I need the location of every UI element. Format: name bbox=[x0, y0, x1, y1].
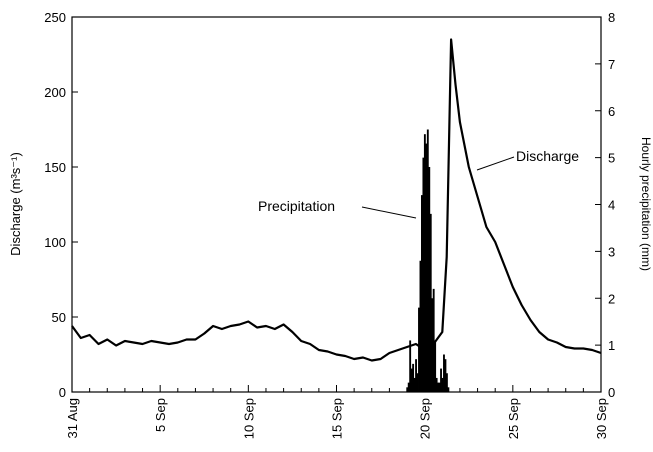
precipitation-bar bbox=[445, 373, 448, 392]
x-tick-label: 30 Sep bbox=[594, 398, 609, 439]
precipitation-bar bbox=[447, 387, 450, 392]
precipitation-bar bbox=[422, 157, 425, 392]
y-tick-label: 50 bbox=[52, 310, 66, 325]
precipitation-bar bbox=[413, 377, 416, 392]
plot-frame bbox=[71, 16, 602, 393]
precipitation-bar bbox=[420, 195, 423, 392]
left-axis: 0 50 100 150 200 250 bbox=[44, 10, 78, 400]
precipitation-bar bbox=[406, 387, 409, 392]
x-tick-label: 5 Sep bbox=[153, 398, 168, 432]
precipitation-bar bbox=[412, 363, 415, 392]
precipitation-label: Precipitation bbox=[258, 198, 335, 214]
precipitation-bar bbox=[435, 377, 438, 392]
precipitation-bar bbox=[416, 373, 419, 392]
x-tick-label: 25 Sep bbox=[506, 398, 521, 439]
precipitation-bar bbox=[444, 359, 447, 392]
precipitation-bar bbox=[410, 368, 413, 392]
precipitation-bar bbox=[440, 368, 442, 392]
x-tick-label: 31 Aug bbox=[65, 398, 80, 439]
y-tick-label: 100 bbox=[44, 235, 66, 250]
precipitation-bar bbox=[443, 354, 445, 392]
precipitation-bar bbox=[432, 288, 435, 392]
y2-tick-label: 2 bbox=[608, 291, 615, 306]
y2-tick-label: 7 bbox=[608, 57, 615, 72]
precipitation-bar bbox=[419, 260, 422, 392]
precipitation-annotation: Precipitation bbox=[258, 198, 417, 219]
y2-tick-label: 3 bbox=[608, 244, 615, 259]
precipitation-bar bbox=[415, 359, 417, 392]
x-tick-label: 20 Sep bbox=[418, 398, 433, 439]
precipitation-bar bbox=[428, 167, 431, 392]
precipitation-bar bbox=[434, 340, 437, 392]
x-axis: 31 Aug 5 Sep 10 Sep 15 Sep 20 Sep 25 Sep 30 Se… bbox=[65, 385, 609, 439]
x-tick-label: 10 Sep bbox=[241, 398, 256, 439]
y2-tick-label: 0 bbox=[608, 385, 615, 400]
precipitation-series bbox=[406, 129, 450, 392]
precipitation-bar bbox=[407, 382, 410, 392]
discharge-line bbox=[71, 38, 602, 362]
y-axis-label-left: Discharge (m³s⁻¹) bbox=[8, 152, 23, 256]
discharge-label: Discharge bbox=[516, 148, 579, 164]
precipitation-bar bbox=[425, 143, 428, 392]
y-axis-label-right: Hourly precipitation (mm) bbox=[639, 137, 653, 271]
discharge-leader-line bbox=[476, 156, 515, 171]
y2-tick-label: 4 bbox=[608, 198, 615, 213]
precipitation-bar bbox=[437, 382, 440, 392]
y2-tick-label: 8 bbox=[608, 10, 615, 25]
y2-tick-label: 5 bbox=[608, 151, 615, 166]
precipitation-bar bbox=[429, 213, 432, 392]
y2-tick-label: 6 bbox=[608, 104, 615, 119]
y-tick-label: 200 bbox=[44, 85, 66, 100]
precipitation-bar bbox=[441, 377, 444, 392]
y2-tick-label: 1 bbox=[608, 338, 615, 353]
precipitation-leader-line bbox=[361, 206, 417, 219]
y-tick-label: 150 bbox=[44, 160, 66, 175]
right-axis: 0 1 2 3 4 5 6 7 8 bbox=[595, 10, 615, 400]
x-tick-label: 15 Sep bbox=[330, 398, 345, 439]
y-tick-label: 250 bbox=[44, 10, 66, 25]
precipitation-bar bbox=[409, 340, 412, 392]
discharge-series bbox=[71, 38, 602, 362]
precipitation-bar bbox=[418, 307, 420, 392]
y-tick-label: 0 bbox=[59, 385, 66, 400]
precipitation-bar bbox=[438, 382, 441, 392]
precipitation-bar bbox=[426, 129, 429, 392]
precipitation-bar bbox=[423, 134, 426, 392]
discharge-annotation: Discharge bbox=[476, 148, 579, 171]
